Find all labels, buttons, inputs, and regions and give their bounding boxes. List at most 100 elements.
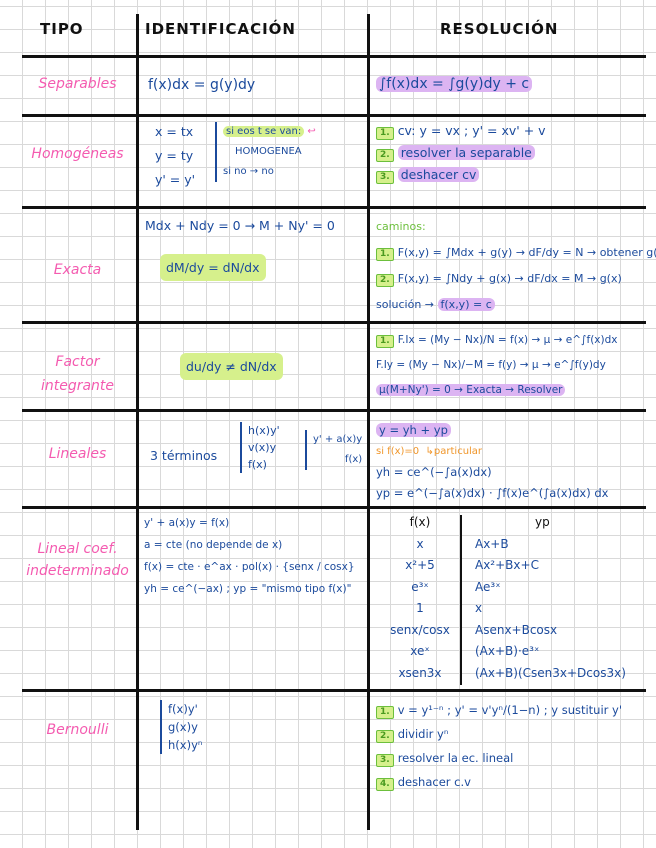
- step-icon: 2.: [376, 730, 394, 743]
- term: h(x)yⁿ: [168, 738, 203, 752]
- step-text: F.Iy = (My − Nx)/−M = f(y) → μ → e^∫f(y)…: [376, 359, 606, 371]
- tipo-factor-integrante: Factor integrante: [20, 350, 135, 398]
- term: f(x): [248, 458, 267, 471]
- term: g(x)y: [168, 720, 198, 734]
- cell-yp: Ax+B: [475, 536, 509, 551]
- ident-form: y' + a(x)y f(x): [305, 430, 362, 470]
- tipo-lineales: Lineales: [48, 446, 107, 462]
- note-line: HOMOGENEA: [235, 146, 302, 157]
- step-text: F(x,y) = ∫Ndy + g(x) → dF/dx = M → g(x): [397, 272, 622, 285]
- note-line: si no → no: [223, 166, 274, 177]
- step-icon: 2.: [376, 274, 394, 287]
- column-divider-2: [367, 14, 370, 830]
- cell-yp: (Ax+B)(Csen3x+Dcos3x): [475, 665, 626, 680]
- row-divider: [22, 114, 646, 117]
- cell-fx: e³ˣ: [411, 579, 429, 594]
- tipo-separables: Separables: [38, 76, 117, 92]
- ident-line: x = tx: [155, 124, 194, 139]
- exact-condition: dM/dy = dN/dx: [160, 254, 266, 281]
- term: v(x)y: [248, 441, 277, 454]
- homogeneas-note: si eos t se van: ↩ HOMOGENEA si no → no: [215, 122, 316, 182]
- resol-factor: 1. F.Ix = (My − Nx)/N = f(x) → μ → e^∫f(x…: [376, 328, 617, 403]
- ident-line: f(x) = cte · e^ax · pol(x) · {senx / cos…: [144, 561, 355, 573]
- factor-final: μ(M+Ny') = 0 → Exacta → Resolver: [376, 384, 566, 396]
- column-divider-1: [136, 14, 139, 830]
- cell-yp: x: [475, 601, 483, 615]
- row-divider: [22, 409, 646, 412]
- ident-separables: f(x)dx = g(y)dy: [148, 77, 256, 93]
- tipo-homogeneas: Homogéneas: [31, 146, 124, 162]
- ident-line: a = cte (no depende de x): [144, 539, 283, 551]
- row-divider: [22, 206, 646, 209]
- particular-note: particular: [433, 446, 483, 457]
- table-header: f(x): [409, 515, 431, 529]
- step-text: F(x,y) = ∫Mdx + g(y) → dF/dy = N → obten…: [397, 246, 656, 259]
- ident-line: y' + a(x)y = f(x): [144, 517, 230, 529]
- tipo-line: indeterminado: [26, 563, 129, 579]
- resol-lineales: y = yh + yp si f(x)=0 ↳particular yh = c…: [376, 420, 608, 504]
- tipo-line: Lineal coef.: [37, 541, 118, 557]
- resol-bernoulli: 1. v = y¹⁻ⁿ ; y' = v'yⁿ/(1−n) ; y sustitu…: [376, 698, 622, 794]
- cell-fx: senx/cosx: [390, 622, 450, 637]
- resol-exacta: caminos: 1. F(x,y) = ∫Mdx + g(y) → dF/dy …: [376, 214, 656, 318]
- solution-form: y = yh + yp: [376, 423, 451, 437]
- row-divider: [22, 689, 646, 692]
- ident-line: y' = y': [155, 172, 196, 187]
- step-text: deshacer cv: [397, 167, 480, 182]
- cell-fx: x²+5: [405, 558, 435, 572]
- term: f(x)y': [168, 702, 198, 716]
- cell-fx: xeˣ: [410, 644, 430, 658]
- ident-exacta: Mdx + Ndy = 0 → M + Ny' = 0 dM/dy = dN/d…: [145, 214, 335, 281]
- cell-fx: x: [416, 536, 424, 551]
- resol-homogeneas: 1. cv: y = vx ; y' = xv' + v 2. resolver l…: [376, 120, 546, 186]
- term: f(x): [344, 454, 363, 465]
- step-text: deshacer c.v: [397, 775, 471, 789]
- term: y' + a(x)y: [313, 434, 363, 445]
- step-text: v = y¹⁻ⁿ ; y' = v'yⁿ/(1−n) ; y sustituir…: [397, 703, 623, 717]
- table-separator: [460, 515, 462, 685]
- step-icon: 1.: [376, 335, 394, 348]
- header-tipo: TIPO: [40, 20, 84, 38]
- yh-formula: yh = ce^(−∫a(x)dx): [376, 465, 492, 479]
- step-icon: 3.: [376, 754, 394, 767]
- tipo-line: integrante: [40, 378, 115, 394]
- header-divider: [22, 55, 646, 58]
- step-text: resolver la ec. lineal: [397, 751, 514, 765]
- resol-separables-eq: ∫f(x)dx = ∫g(y)dy + c: [376, 76, 533, 92]
- tipo-exacta: Exacta: [53, 262, 102, 278]
- step-icon: 1.: [376, 127, 394, 140]
- solucion-eq: f(x,y) = c: [437, 298, 495, 311]
- cell-yp: (Ax+B)·e³ˣ: [475, 644, 540, 658]
- cell-yp: Ae³ˣ: [475, 579, 501, 594]
- ident-lineal-coef: y' + a(x)y = f(x) a = cte (no depende de…: [144, 512, 355, 600]
- homog-note: si f(x)=0: [376, 446, 420, 457]
- step-icon: 2.: [376, 149, 394, 162]
- yp-formula: yp = e^(−∫a(x)dx) · ∫f(x)e^(∫a(x)dx) dx: [376, 486, 609, 500]
- solucion-label: solución →: [376, 298, 435, 311]
- caminos-label: caminos:: [376, 220, 426, 233]
- ident-bernoulli: f(x)y' g(x)y h(x)yⁿ: [160, 700, 202, 754]
- step-icon: 4.: [376, 778, 394, 791]
- ident-line: y = ty: [155, 148, 194, 163]
- row-divider: [22, 321, 646, 324]
- ident-factor: du/dy ≠ dN/dx: [180, 353, 283, 380]
- ident-homogeneas: x = tx y = ty y' = y': [155, 120, 195, 192]
- step-text: F.Ix = (My − Nx)/N = f(x) → μ → e^∫f(x)d…: [397, 334, 618, 346]
- cell-yp: Ax²+Bx+C: [475, 558, 539, 572]
- cell-fx: 1: [416, 601, 424, 615]
- factor-condition: du/dy ≠ dN/dx: [180, 353, 283, 380]
- header-identificacion: IDENTIFICACIÓN: [145, 20, 296, 38]
- resol-separables: ∫f(x)dx = ∫g(y)dy + c: [376, 73, 533, 95]
- row-divider: [22, 506, 646, 509]
- tipo-bernoulli: Bernoulli: [46, 722, 109, 738]
- step-icon: 1.: [376, 248, 394, 261]
- term: h(x)y': [248, 424, 280, 437]
- tipo-line: Factor: [55, 354, 100, 370]
- step-icon: 1.: [376, 706, 394, 719]
- ident-line: yh = ce^(−ax) ; yp = "mismo tipo f(x)": [144, 583, 352, 595]
- step-text: dividir yⁿ: [397, 727, 449, 741]
- step-icon: 3.: [376, 171, 394, 184]
- note-line: si eos t se van:: [223, 126, 305, 137]
- table-header: yp: [535, 515, 550, 529]
- step-text: resolver la separable: [397, 145, 535, 160]
